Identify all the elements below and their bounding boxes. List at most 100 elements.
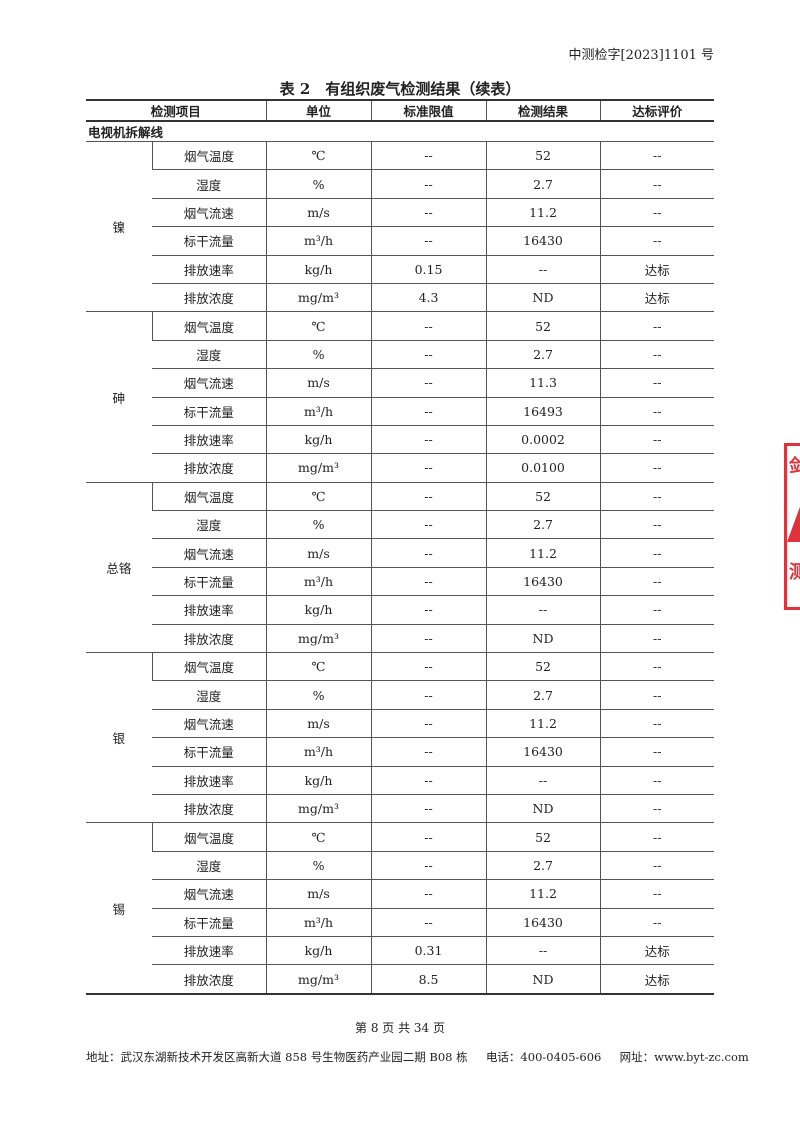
cell-limit: --	[370, 766, 487, 795]
cell-unit: m³/h	[265, 567, 372, 597]
table-row: 湿度% -- 2.7 --	[86, 510, 715, 540]
table-row: 排放速率 kg/h -- -- --	[86, 766, 715, 795]
table-row: 镍烟气温度 ℃ -- 52 --	[86, 141, 715, 313]
cell-result: ND	[485, 794, 601, 824]
table-row: 排放浓度 mg/m³ -- 0.0100 --	[86, 453, 715, 483]
cell-result: 52	[485, 652, 601, 682]
cell-limit: --	[370, 879, 487, 909]
header-evaluation: 达标评价	[599, 99, 715, 122]
cell-evaluation: --	[599, 368, 715, 398]
cell-item: 烟气流速	[152, 368, 267, 398]
table-row: 烟气流速 m/s -- 11.2 --	[86, 879, 715, 909]
cell-evaluation: --	[599, 311, 715, 341]
cell-evaluation: --	[599, 652, 715, 682]
cell-limit: 4.3	[370, 283, 487, 313]
cell-evaluation: --	[599, 709, 715, 739]
table-row: 标干流量 m³/h -- 16430 --	[86, 737, 715, 767]
cell-unit: m/s	[265, 198, 372, 228]
cell-item: 排放浓度	[152, 624, 267, 654]
cell-unit: m³/h	[265, 226, 372, 256]
cell-item: 烟气温度	[151, 822, 267, 852]
table-row: 标干流量 m³/h -- 16430 --	[86, 226, 715, 256]
cell-result: ND	[485, 283, 601, 313]
cell-item: 标干流量	[152, 908, 267, 937]
cell-item: 烟气流速	[152, 709, 267, 739]
cell-item: 标干流量	[152, 397, 267, 426]
cell-unit: m/s	[265, 368, 372, 398]
table-row: 总铬 烟气温度 ℃ -- 52 --	[86, 482, 715, 654]
table-row: 湿度% -- 2.7 --	[86, 340, 715, 370]
cell-unit: ℃	[265, 482, 372, 512]
cell-result: 2.7	[485, 851, 601, 881]
cell-result: --	[485, 595, 601, 625]
table-row: 排放浓度 mg/m³ 4.3 ND 达标	[86, 283, 715, 313]
table-title: 表 2 有组织废气检测结果（续表）	[279, 80, 521, 98]
header-item: 检测项目	[86, 99, 267, 122]
table-row: 烟气流速 m/s -- 11.3 --	[86, 368, 715, 398]
cell-result: 2.7	[485, 510, 601, 540]
cell-limit: --	[370, 169, 487, 199]
cell-result: ND	[485, 964, 601, 995]
cell-unit: kg/h	[265, 936, 372, 966]
group-name: 银	[86, 652, 152, 824]
table-row: 排放浓度 mg/m³ -- ND --	[86, 794, 715, 824]
cell-unit: kg/h	[265, 766, 372, 795]
cell-item: 排放速率	[152, 595, 267, 625]
cell-evaluation: 达标	[599, 255, 715, 284]
cell-item: 烟气流速	[152, 879, 267, 909]
cell-evaluation: 达标	[599, 964, 715, 995]
cell-result: 11.3	[485, 368, 601, 398]
document-number: 中测检字[2023]1101 号	[568, 48, 714, 63]
cell-item: 烟气流速	[152, 538, 267, 568]
cell-limit: --	[370, 652, 487, 682]
cell-evaluation: --	[599, 198, 715, 228]
cell-result: --	[485, 255, 601, 284]
cell-evaluation: --	[599, 851, 715, 881]
cell-unit: m/s	[265, 879, 372, 909]
cell-limit: --	[370, 453, 487, 483]
cell-item: 湿度	[152, 510, 267, 540]
cell-limit: --	[370, 510, 487, 540]
cell-evaluation: --	[599, 567, 715, 597]
group-name: 砷	[86, 311, 152, 483]
table-row: 砷烟气温度 ℃ -- 52 --	[86, 311, 715, 483]
cell-unit: mg/m³	[265, 624, 372, 654]
cell-unit: mg/m³	[265, 283, 372, 313]
section-row: 电视机拆解线	[86, 121, 715, 142]
cell-item: 湿度	[152, 680, 267, 710]
cell-evaluation: --	[599, 595, 715, 625]
cell-result: 11.2	[485, 879, 601, 909]
cell-unit: %	[265, 851, 372, 881]
phone: 电话：400-0405-606	[485, 1050, 602, 1064]
footer-contact: 地址：武汉东湖新技术开发区高新大道 858 号生物医药产业园二期 B08 栋 电…	[86, 1049, 749, 1065]
cell-item: 烟气温度	[151, 482, 267, 512]
cell-limit: --	[370, 709, 487, 739]
cell-result: ND	[485, 624, 601, 654]
cell-unit: ℃	[265, 141, 372, 171]
cell-limit: --	[370, 567, 487, 597]
cell-evaluation: --	[599, 822, 715, 852]
cell-unit: ℃	[265, 652, 372, 682]
cell-evaluation: --	[599, 510, 715, 540]
cell-result: 16430	[485, 737, 601, 767]
cell-result: 52	[485, 822, 601, 852]
header-result: 检测结果	[485, 99, 601, 122]
cell-evaluation: 达标	[599, 936, 715, 966]
cell-result: 0.0100	[485, 453, 601, 483]
cell-evaluation: --	[599, 879, 715, 909]
cell-item: 湿度	[152, 340, 267, 370]
cell-item: 烟气温度	[151, 652, 267, 682]
cell-unit: mg/m³	[265, 964, 372, 995]
cell-limit: --	[370, 624, 487, 654]
cell-limit: --	[370, 340, 487, 370]
cell-limit: --	[370, 595, 487, 625]
cell-limit: --	[370, 794, 487, 824]
cell-limit: --	[370, 822, 487, 852]
cell-evaluation: --	[599, 141, 715, 171]
group-name: 锡	[86, 822, 152, 995]
cell-result: 52	[485, 482, 601, 512]
cell-limit: --	[370, 680, 487, 710]
cell-item: 烟气流速	[152, 198, 267, 228]
cell-limit: 8.5	[370, 964, 487, 995]
cell-evaluation: --	[599, 425, 715, 455]
